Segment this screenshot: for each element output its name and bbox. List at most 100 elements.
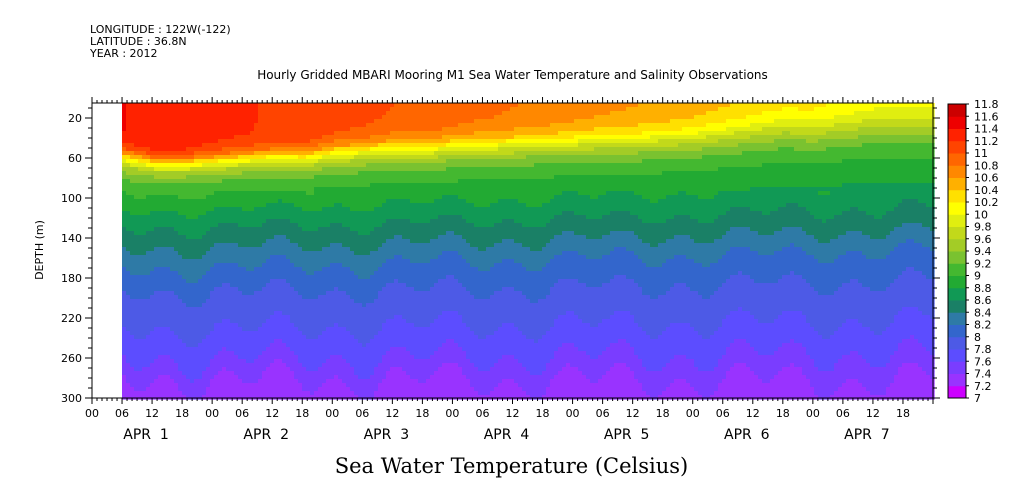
colorbar-label: 11.8 xyxy=(974,98,999,111)
colorbar-swatch xyxy=(948,263,966,276)
colorbar-label: 10.8 xyxy=(974,159,999,172)
colorbar-label: 8.8 xyxy=(974,282,992,295)
x-hour-tick: 12 xyxy=(265,407,279,420)
x-hour-tick: 00 xyxy=(205,407,219,420)
longitude-label: LONGITUDE : 122W(-122) xyxy=(90,23,231,36)
colorbar-swatch xyxy=(948,312,966,325)
x-axis: 00 06 12 18 00 06 12 18 00 06 12 18 00 06 12 18 00 06 12 18… xyxy=(85,97,934,443)
x-hour-tick: 06 xyxy=(836,407,850,420)
colorbar-label: 8.2 xyxy=(974,319,992,332)
y-tick-label: 100 xyxy=(61,192,82,205)
y-tick-label: 260 xyxy=(61,352,82,365)
x-hour-tick: 12 xyxy=(746,407,760,420)
colorbar-label: 9.2 xyxy=(974,257,992,270)
colorbar-label: 11.6 xyxy=(974,110,999,123)
y-tick-label: 140 xyxy=(61,232,82,245)
colorbar-label: 9 xyxy=(974,270,981,283)
y-axis-label: DEPTH (m) xyxy=(33,220,46,280)
y-tick-label: 180 xyxy=(61,272,82,285)
colorbar-label: 9.8 xyxy=(974,221,992,234)
x-hour-tick: 18 xyxy=(536,407,550,420)
colorbar-swatch xyxy=(948,361,966,374)
x-hour-tick: 18 xyxy=(295,407,309,420)
colorbar-swatch xyxy=(948,165,966,178)
colorbar-label: 10.6 xyxy=(974,172,999,185)
x-hour-tick: 12 xyxy=(506,407,520,420)
x-hour-tick: 00 xyxy=(325,407,339,420)
x-hour-tick: 12 xyxy=(626,407,640,420)
colorbar-label: 10.4 xyxy=(974,184,999,197)
x-hour-tick: 06 xyxy=(716,407,730,420)
x-hour-tick: 18 xyxy=(656,407,670,420)
colorbar-label: 9.4 xyxy=(974,245,992,258)
x-hour-tick: 06 xyxy=(235,407,249,420)
colorbar-swatch xyxy=(948,349,966,362)
x-day-label: APR 5 xyxy=(604,427,650,443)
colorbar-swatch xyxy=(948,287,966,301)
x-hour-tick: 18 xyxy=(175,407,189,420)
colorbar-swatch xyxy=(948,214,966,227)
x-day-label: APR 2 xyxy=(243,427,289,443)
colorbar-label: 11.2 xyxy=(974,135,999,148)
x-hour-tick: 18 xyxy=(896,407,910,420)
colorbar-label: 8 xyxy=(974,331,981,344)
colorbar-swatch xyxy=(948,226,966,240)
colorbar-swatch xyxy=(948,116,966,129)
x-day-label: APR 3 xyxy=(364,427,410,443)
x-hour-tick: 06 xyxy=(115,407,129,420)
x-hour-tick: 18 xyxy=(776,407,790,420)
chart-title: Hourly Gridded MBARI Mooring M1 Sea Wate… xyxy=(257,68,768,82)
latitude-label: LATITUDE : 36.8N xyxy=(90,35,187,48)
year-label: YEAR : 2012 xyxy=(90,47,158,60)
y-axis: 20 60 100 140 180 220 260 300 DEPTH (m) xyxy=(33,107,940,405)
y-tick-label: 220 xyxy=(61,312,82,325)
colorbar-swatch xyxy=(948,140,966,154)
colorbar-label: 11.4 xyxy=(974,123,999,136)
colorbar-label: 8.6 xyxy=(974,294,992,307)
colorbar-label: 11 xyxy=(974,147,988,160)
colorbar-swatch xyxy=(948,104,966,117)
x-hour-tick: 12 xyxy=(145,407,159,420)
colorbar-label: 10.2 xyxy=(974,196,999,209)
temperature-field xyxy=(122,103,935,400)
x-hour-tick: 00 xyxy=(445,407,459,420)
colorbar-label: 7 xyxy=(974,392,981,405)
x-day-label: APR 1 xyxy=(123,427,169,443)
colorbar-label: 7.6 xyxy=(974,355,992,368)
colorbar-label: 8.4 xyxy=(974,306,992,319)
x-day-label: APR 4 xyxy=(484,427,530,443)
x-hour-tick: 06 xyxy=(475,407,489,420)
colorbar-swatch xyxy=(948,385,966,399)
x-hour-tick: 12 xyxy=(385,407,399,420)
y-tick-label: 20 xyxy=(68,112,82,125)
x-hour-tick: 00 xyxy=(566,407,580,420)
colorbar-label: 7.2 xyxy=(974,380,992,393)
colorbar-swatch xyxy=(948,128,966,142)
x-hour-tick: 12 xyxy=(866,407,880,420)
colorbar-swatch xyxy=(948,153,966,166)
x-hour-tick: 00 xyxy=(85,407,99,420)
colorbar-swatch xyxy=(948,177,966,191)
colorbar-swatch xyxy=(948,189,966,203)
colorbar-swatch xyxy=(948,373,966,387)
colorbar-label: 7.8 xyxy=(974,343,992,356)
colorbar-swatch xyxy=(948,251,966,264)
colorbar-label: 10 xyxy=(974,208,988,221)
x-hour-tick: 00 xyxy=(686,407,700,420)
colorbar-swatch xyxy=(948,202,966,215)
x-hour-tick: 18 xyxy=(415,407,429,420)
y-tick-label: 300 xyxy=(61,392,82,405)
colorbar-label: 9.6 xyxy=(974,233,992,246)
x-day-label: APR 7 xyxy=(844,427,890,443)
colorbar-swatch xyxy=(948,238,966,252)
colorbar-swatch xyxy=(948,324,966,338)
chart-caption: Sea Water Temperature (Celsius) xyxy=(334,454,689,478)
colorbar: 77.27.47.67.888.28.48.68.899.29.49.69.81… xyxy=(947,98,999,405)
x-hour-tick: 06 xyxy=(596,407,610,420)
colorbar-swatch xyxy=(948,336,966,350)
colorbar-swatch xyxy=(948,275,966,289)
colorbar-swatch xyxy=(948,300,966,313)
x-hour-tick: 06 xyxy=(355,407,369,420)
y-tick-label: 60 xyxy=(68,152,82,165)
